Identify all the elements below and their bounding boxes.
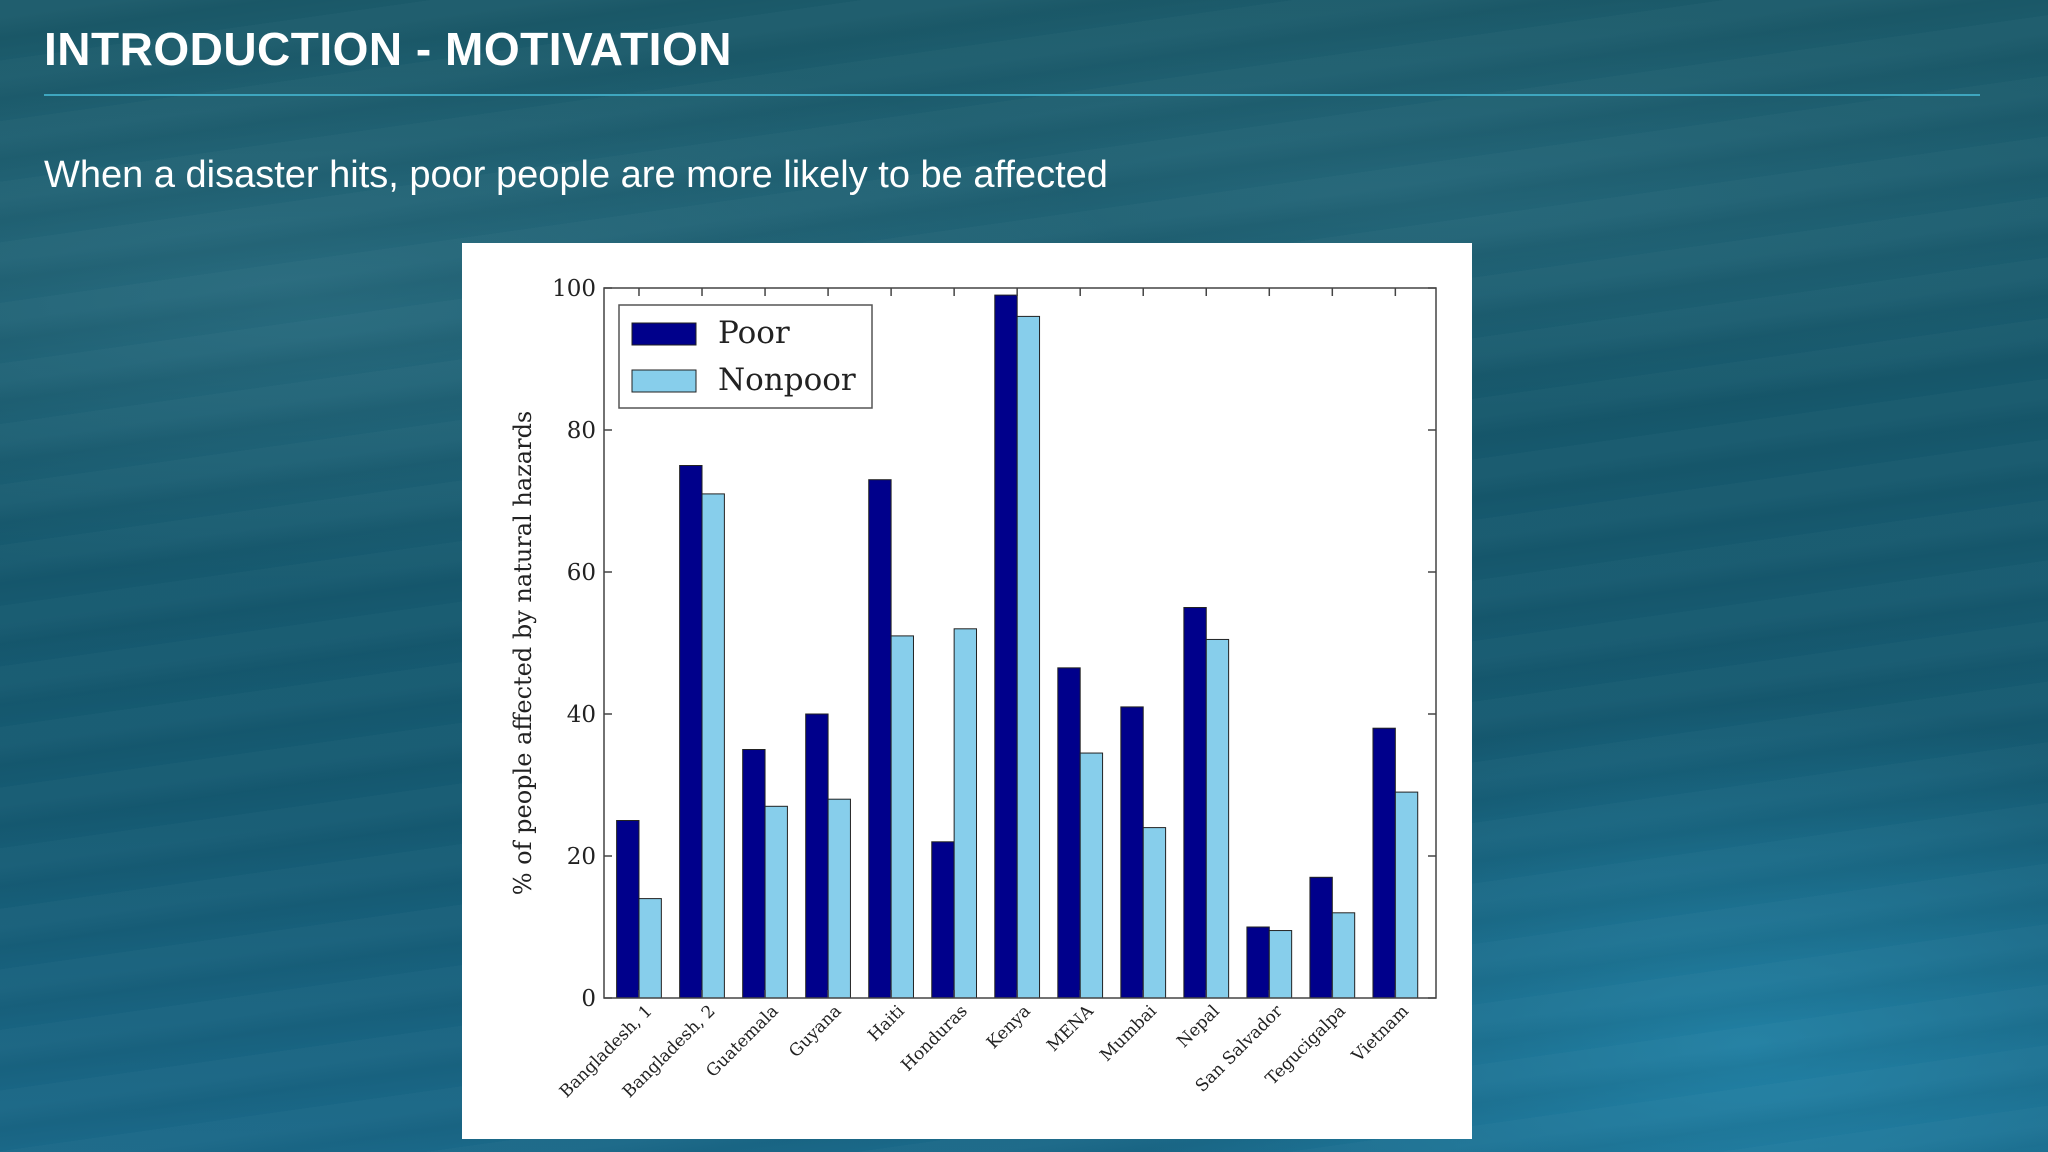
bar-poor-8 [1057,667,1081,999]
y-tick-label: 40 [567,702,596,728]
x-tick-label: Haiti [864,1001,909,1046]
bar-poor-4 [805,713,829,999]
bar-nonpoor-9 [1142,827,1167,999]
x-tick-label: MENA [1043,1001,1098,1056]
bar-nonpoor-6 [953,628,978,999]
bar-poor-3 [742,749,766,999]
chart-legend: Poor Nonpoor [618,304,873,409]
bar-poor-5 [868,479,892,999]
x-tick-label: Guyana [785,1001,845,1061]
bar-nonpoor-3 [764,805,788,999]
bar-poor-11 [1246,926,1270,999]
bar-poor-10 [1183,607,1207,999]
bar-nonpoor-12 [1331,912,1356,999]
y-axis: 0 20 40 60 80 100 [552,276,1436,1012]
bar-poor-7 [994,294,1018,999]
bar-nonpoor-1 [638,898,662,999]
bar-poor-9 [1120,706,1144,999]
plot-frame [603,287,1437,999]
bar-nonpoor-5 [890,635,914,999]
bar-nonpoor-8 [1079,752,1104,999]
bar-nonpoor-10 [1205,638,1230,999]
bar-nonpoor-4 [827,798,851,999]
y-tick-label: 100 [552,276,596,302]
bar-nonpoor-11 [1268,930,1293,999]
x-tick-label: Honduras [898,1001,972,1075]
y-tick-label: 0 [581,986,596,1012]
y-tick-label: 80 [567,418,596,444]
bar-poor-2 [679,465,703,999]
bar-poor-12 [1309,876,1333,999]
slide-title: INTRODUCTION - MOTIVATION [44,23,732,75]
x-tick-label: Nepal [1173,1001,1223,1051]
bars-group [616,294,1419,999]
bar-poor-1 [616,820,640,999]
y-tick-label: 60 [567,560,596,586]
bar-nonpoor-2 [701,493,725,999]
x-tick-label: Kenya [983,1001,1035,1053]
legend-swatch-nonpoor [631,369,697,393]
slide-subtitle: When a disaster hits, poor people are mo… [44,154,1108,196]
legend-swatch-poor [631,322,697,346]
x-tick-label: Vietnam [1347,1001,1412,1066]
y-axis-label: % of people affected by natural hazards [509,411,537,896]
bar-nonpoor-7 [1016,315,1041,999]
bar-poor-13 [1372,727,1396,999]
bar-nonpoor-13 [1394,791,1419,999]
y-tick-label: 20 [567,844,596,870]
legend-label-poor: Poor [718,315,790,351]
title-divider [44,94,1980,96]
legend-label-nonpoor: Nonpoor [718,362,856,398]
x-tick-label: Mumbai [1096,1001,1161,1066]
bar-poor-6 [931,841,955,999]
